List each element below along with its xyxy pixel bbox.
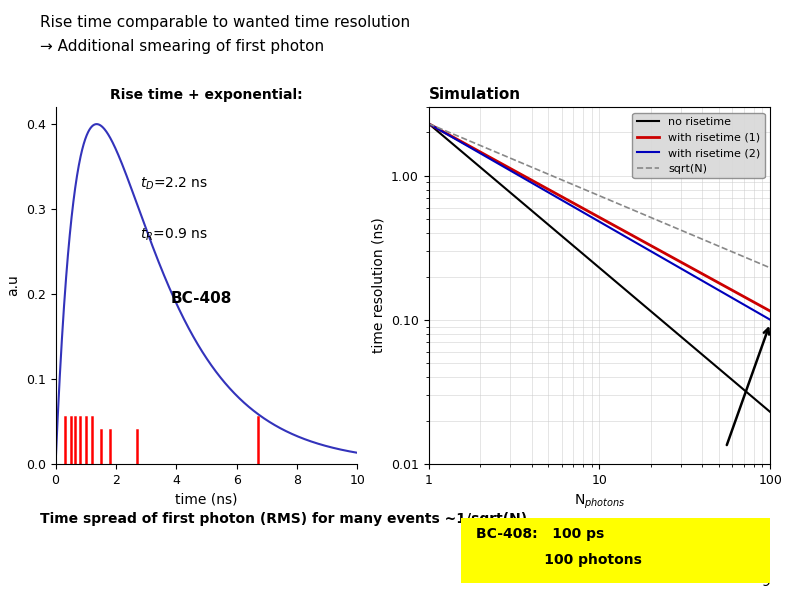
X-axis label: N$_{photons}$: N$_{photons}$ (574, 493, 625, 511)
Legend: no risetime, with risetime (1), with risetime (2), sqrt(N): no risetime, with risetime (1), with ris… (632, 112, 765, 178)
Y-axis label: time resolution (ns): time resolution (ns) (372, 218, 386, 353)
Y-axis label: a.u: a.u (6, 275, 21, 296)
Text: $t_D$=2.2 ns: $t_D$=2.2 ns (140, 176, 208, 192)
Text: BC-408: BC-408 (170, 290, 232, 306)
Text: $t_R$=0.9 ns: $t_R$=0.9 ns (140, 227, 208, 243)
Text: Rise time comparable to wanted time resolution: Rise time comparable to wanted time reso… (40, 15, 410, 30)
Text: 9: 9 (761, 575, 770, 589)
Text: Simulation: Simulation (429, 87, 521, 102)
Text: → Additional smearing of first photon: → Additional smearing of first photon (40, 39, 324, 54)
Text: 100 photons: 100 photons (476, 553, 642, 567)
Text: Time spread of first photon (RMS) for many events ~1/sqrt(N): Time spread of first photon (RMS) for ma… (40, 512, 527, 526)
X-axis label: time (ns): time (ns) (175, 493, 237, 506)
Text: BC-408:   100 ps: BC-408: 100 ps (476, 527, 605, 541)
Title: Rise time + exponential:: Rise time + exponential: (110, 88, 303, 102)
